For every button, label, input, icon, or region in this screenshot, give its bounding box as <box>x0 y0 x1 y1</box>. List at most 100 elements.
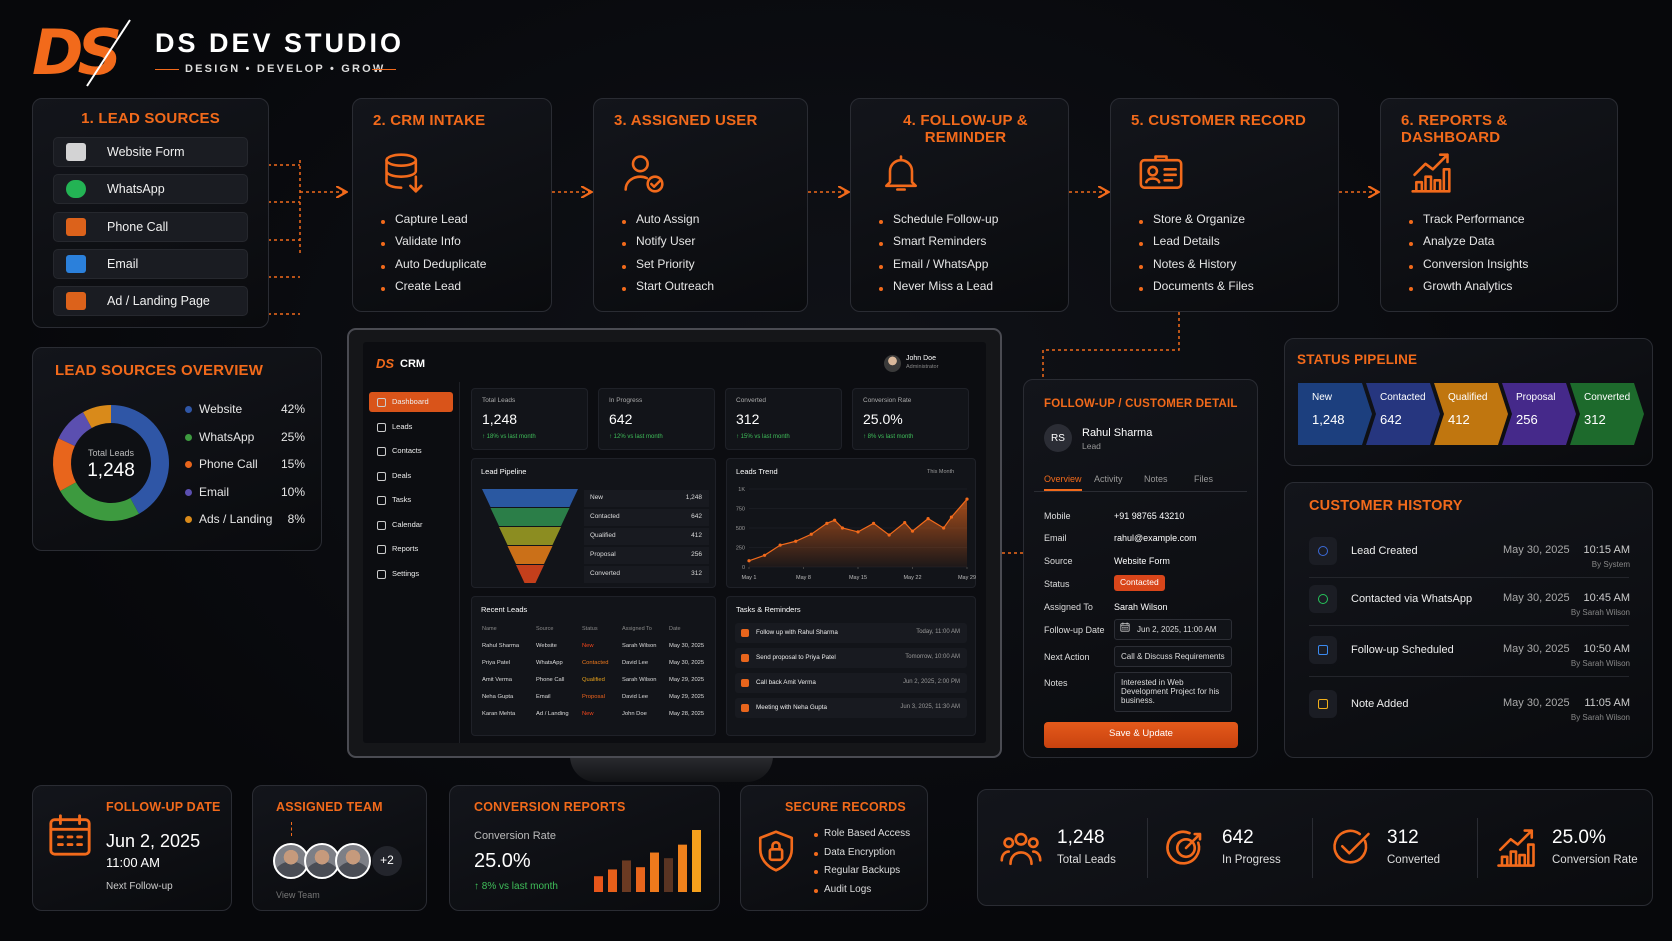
table-cell: May 28, 2025 <box>669 711 705 717</box>
step-item: Notes & History <box>1153 256 1237 271</box>
icon-part <box>1147 165 1159 177</box>
icon-card <box>1139 155 1183 189</box>
stage-chevron <box>1434 383 1508 445</box>
contact-role: Lead <box>1082 441 1101 451</box>
icon-part <box>385 158 423 193</box>
step-item: Track Performance <box>1423 212 1525 226</box>
secure-item: Data Encryption <box>824 846 896 858</box>
task-check <box>741 629 749 637</box>
kpi-label: Converted <box>736 397 766 404</box>
history-icon <box>1309 690 1337 718</box>
menu-item: Leads <box>369 417 453 437</box>
step-item: Validate Info <box>395 234 461 249</box>
step-item: Schedule Follow-up <box>893 212 999 226</box>
source-label: WhatsApp <box>107 182 165 197</box>
icon-part <box>885 155 917 191</box>
tab: Activity <box>1094 474 1123 484</box>
step-title: 1. LEAD SOURCES <box>81 110 220 127</box>
table-cell: Ad / Landing <box>536 711 569 717</box>
field-value: Jun 2, 2025, 11:00 AM <box>1114 619 1232 641</box>
stage-value: 312 <box>1584 412 1606 427</box>
step-card: 2. CRM INTAKE Capture Lead Validate Info Au… <box>352 98 552 312</box>
y-tick-label: 1K <box>738 487 745 493</box>
icon-part <box>1120 622 1130 630</box>
table-cell: May 30, 2025 <box>669 643 705 649</box>
history-time: 10:50 AM <box>1583 643 1630 655</box>
tagline-rule <box>155 69 179 70</box>
step-item: Conversion Insights <box>1423 256 1529 271</box>
kpi-change: ↑ 8% vs last month <box>863 434 914 440</box>
field-label: Next Action <box>1044 652 1090 662</box>
team-more: +2 <box>380 853 394 867</box>
brand-tagline: DESIGN • DEVELOP • GROW <box>185 63 386 75</box>
step-item: Create Lead <box>395 279 462 294</box>
table-cell: David Lee <box>622 660 649 666</box>
kpi-label: Total Leads <box>482 397 516 404</box>
table-cell: Karan Mehta <box>482 711 516 717</box>
panel-title: Recent Leads <box>481 605 528 614</box>
source-label: Phone Call <box>107 219 169 234</box>
icon-db <box>385 153 423 193</box>
kpi-value: 1,248 <box>482 411 518 427</box>
history-by: By Sarah Wilson <box>1570 608 1630 617</box>
menu-icon <box>377 422 386 432</box>
save-button-label: Save & Update <box>1109 728 1173 739</box>
summary-value: 642 <box>1222 827 1254 848</box>
menu-icon <box>377 520 386 530</box>
field-label: Notes <box>1044 678 1068 688</box>
icon-part <box>1027 837 1039 849</box>
donut-hole <box>72 424 150 502</box>
trend-point <box>833 518 837 522</box>
icon-part <box>631 155 649 173</box>
pipeline-stage: Qualified <box>590 532 616 539</box>
team-avatar <box>273 843 309 879</box>
menu-label: Deals <box>392 470 412 480</box>
source-row: Phone Call <box>53 211 248 242</box>
summary-value: 25.0% <box>1552 827 1606 848</box>
section-title: LEAD SOURCES OVERVIEW <box>55 362 264 379</box>
donut-slice <box>60 482 139 521</box>
save-button[interactable] <box>1044 722 1238 748</box>
donut-slice <box>53 438 76 491</box>
table-header: Name <box>482 626 497 632</box>
contact-initials: RS <box>1051 433 1065 444</box>
user-name: John Doe <box>906 355 936 362</box>
task-text: Follow up with Rahul Sharma <box>756 629 838 636</box>
pipeline-row <box>584 509 709 526</box>
table-cell: Sarah Wilson <box>622 677 657 683</box>
pipeline-stage: New <box>590 494 604 501</box>
status-pipeline: STATUS PIPELINE New 1,248 Contacted 642 Quali… <box>1284 338 1653 466</box>
legend-dot <box>185 433 192 441</box>
bullet <box>879 264 883 269</box>
icon-chart <box>1497 829 1535 867</box>
bullet <box>879 220 883 224</box>
trend-point <box>910 529 915 533</box>
x-tick-label: May 1 <box>742 575 757 581</box>
task-row: Meeting with Neha Gupta Jun 3, 2025, 11:3… <box>735 698 967 718</box>
stage-chevron <box>1502 383 1576 445</box>
legend-dot <box>185 461 192 468</box>
table-cell: Proposal <box>582 694 605 700</box>
field-value: rahul@example.com <box>1114 533 1197 543</box>
kpi-change: ↑ 12% vs last month <box>609 434 663 440</box>
section-title: FOLLOW-UP DATE <box>106 800 221 814</box>
kpi-card: In Progress 642 ↑ 12% vs last month <box>598 388 715 450</box>
secure-records-card: SECURE RECORDS Role Based Access Data Encr… <box>740 785 928 911</box>
bar <box>622 860 631 892</box>
icon-part <box>1184 832 1202 850</box>
summary-value: 312 <box>1387 827 1419 848</box>
history-by: By System <box>1591 560 1630 569</box>
history-event: Contacted via WhatsApp <box>1351 593 1473 605</box>
legend-value: 42% <box>280 402 305 416</box>
y-tick-label: 750 <box>736 507 745 513</box>
history-time: 11:05 AM <box>1584 697 1630 709</box>
bar <box>594 876 603 892</box>
pipeline-stage: Proposal <box>590 551 616 558</box>
table-cell: John Doe <box>622 711 647 717</box>
table-cell: Rahul Sharma <box>482 643 520 649</box>
stage-value: 642 <box>1380 412 1402 427</box>
secure-item: Regular Backups <box>824 865 901 876</box>
menu-label: Settings <box>392 568 420 578</box>
step-item: Documents & Files <box>1153 279 1254 294</box>
